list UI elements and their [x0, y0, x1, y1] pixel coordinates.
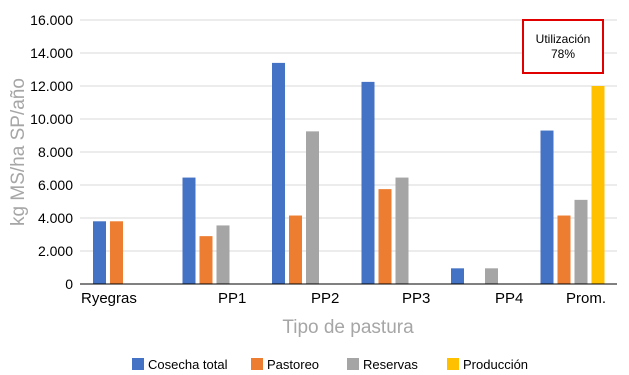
- legend-swatch: [132, 358, 144, 370]
- bar-reservas-pp3: [395, 177, 409, 284]
- y-tick-label: 0: [65, 276, 73, 292]
- y-tick-label: 10.000: [30, 111, 73, 127]
- y-tick-label: 8.000: [38, 144, 73, 160]
- y-tick-label: 14.000: [30, 45, 73, 61]
- category-label: PP4: [495, 290, 523, 307]
- bar-pastoreo-prom: [557, 215, 571, 284]
- bar-cosecha-total-pp3: [361, 81, 375, 284]
- bar-pastoreo-pp2: [289, 215, 302, 284]
- annotation-line-1: Utilización: [536, 32, 591, 46]
- x-axis-title: Tipo de pastura: [282, 317, 414, 338]
- bar-reservas-pp1: [216, 225, 230, 284]
- legend-swatch: [447, 358, 459, 370]
- y-tick-label: 16.000: [30, 12, 73, 28]
- category-label: Prom.: [566, 290, 606, 307]
- bar-cosecha-total-pp1: [182, 177, 196, 284]
- y-tick-labels: 0 2.000 4.000 6.000 8.000 10.000 12.000 14.000 1…: [30, 12, 73, 292]
- bars: [93, 62, 605, 285]
- bar-reservas-prom: [574, 199, 588, 284]
- annotation-border: [522, 19, 604, 74]
- y-tick-label: 6.000: [38, 177, 73, 193]
- category-label: PP3: [402, 290, 430, 307]
- bar-pastoreo-pp3: [378, 189, 392, 284]
- bar-cosecha-total-pp4: [451, 268, 464, 284]
- legend-swatch: [251, 358, 263, 370]
- bar-cosecha-total-prom: [540, 130, 554, 284]
- legend-label: Producción: [463, 357, 528, 372]
- category-label: Ryegras: [81, 290, 137, 307]
- legend-label: Reservas: [363, 357, 418, 372]
- legend-label: Cosecha total: [148, 357, 228, 372]
- category-labels: Ryegras PP1 PP2 PP3 PP4 Prom.: [81, 290, 606, 307]
- y-tick-label: 4.000: [38, 210, 73, 226]
- bar-producción-prom: [591, 86, 605, 284]
- bar-pastoreo-pp1: [199, 236, 213, 284]
- legend-label: Pastoreo: [267, 357, 319, 372]
- category-label: PP2: [311, 290, 339, 307]
- gridlines: [80, 19, 617, 252]
- y-tick-label: 2.000: [38, 243, 73, 259]
- category-label: PP1: [218, 290, 246, 307]
- y-axis-title: kg MS/ha SP/año: [8, 78, 29, 226]
- bar-cosecha-total-ryegras: [93, 221, 106, 284]
- bar-pastoreo-ryegras: [110, 221, 123, 284]
- bar-cosecha-total-pp2: [272, 62, 285, 285]
- legend-swatch: [347, 358, 359, 370]
- legend: Cosecha total Pastoreo Reservas Producción: [132, 357, 528, 372]
- y-tick-label: 12.000: [30, 78, 73, 94]
- annotation-line-2: 78%: [551, 47, 575, 61]
- bar-reservas-pp2: [306, 131, 319, 284]
- bar-reservas-pp4: [485, 268, 498, 284]
- annotation-box: Utilización 78%: [522, 19, 604, 74]
